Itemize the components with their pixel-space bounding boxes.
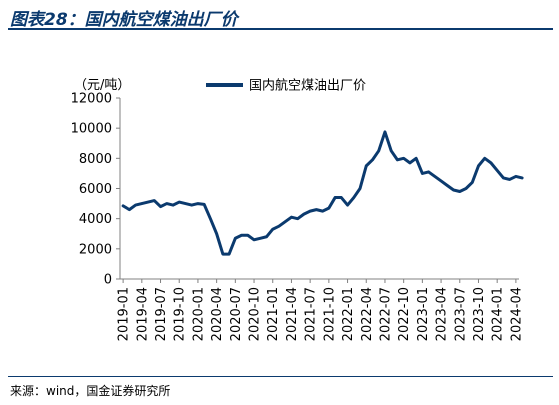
y-axis-unit-label: （元/吨）	[74, 78, 130, 93]
x-tick-label: 2024-04	[509, 287, 524, 341]
x-tick-label: 2019-04	[135, 287, 150, 341]
x-tick-label: 2019-10	[173, 287, 188, 341]
y-tick-label: 4000	[79, 212, 112, 227]
x-tick-label: 2019-07	[154, 287, 169, 341]
x-tick-label: 2021-04	[285, 287, 300, 341]
x-tick-label: 2022-07	[378, 287, 393, 341]
figure-title: 图表28：国内航空煤油出厂价	[10, 10, 238, 30]
x-tick-label: 2021-10	[322, 287, 337, 341]
x-tick-label: 2020-04	[210, 287, 225, 341]
y-tick-label: 0	[104, 273, 112, 288]
x-tick-label: 2023-01	[416, 287, 431, 341]
x-tick-label: 2022-04	[360, 287, 375, 341]
y-tick-label: 12000	[71, 92, 112, 107]
x-tick-label: 2023-04	[435, 287, 450, 341]
y-tick-label: 10000	[71, 122, 112, 137]
x-tick-label: 2019-01	[117, 287, 132, 341]
x-tick-label: 2021-07	[304, 287, 319, 341]
x-tick-label: 2021-01	[266, 287, 281, 341]
series-line	[121, 130, 524, 256]
figure-header: 图表28：国内航空煤油出厂价	[8, 2, 553, 30]
header-divider	[8, 28, 553, 30]
x-tick-label: 2022-10	[397, 287, 412, 341]
source-note: 来源：wind，国金证券研究所	[10, 384, 171, 398]
x-tick-label: 2020-07	[229, 287, 244, 341]
x-tick-label: 2022-01	[341, 287, 356, 341]
legend-label: 国内航空煤油出厂价	[249, 78, 366, 94]
y-tick-label: 2000	[79, 242, 112, 257]
y-tick-label: 8000	[79, 152, 112, 167]
x-tick-label: 2020-10	[248, 287, 263, 341]
x-tick-label: 2024-01	[491, 287, 506, 341]
x-tick-label: 2020-01	[191, 287, 206, 341]
x-tick-label: 2023-07	[453, 287, 468, 341]
footer-divider	[8, 376, 553, 377]
y-tick-label: 6000	[79, 182, 112, 197]
x-tick-label: 2023-10	[472, 287, 487, 341]
